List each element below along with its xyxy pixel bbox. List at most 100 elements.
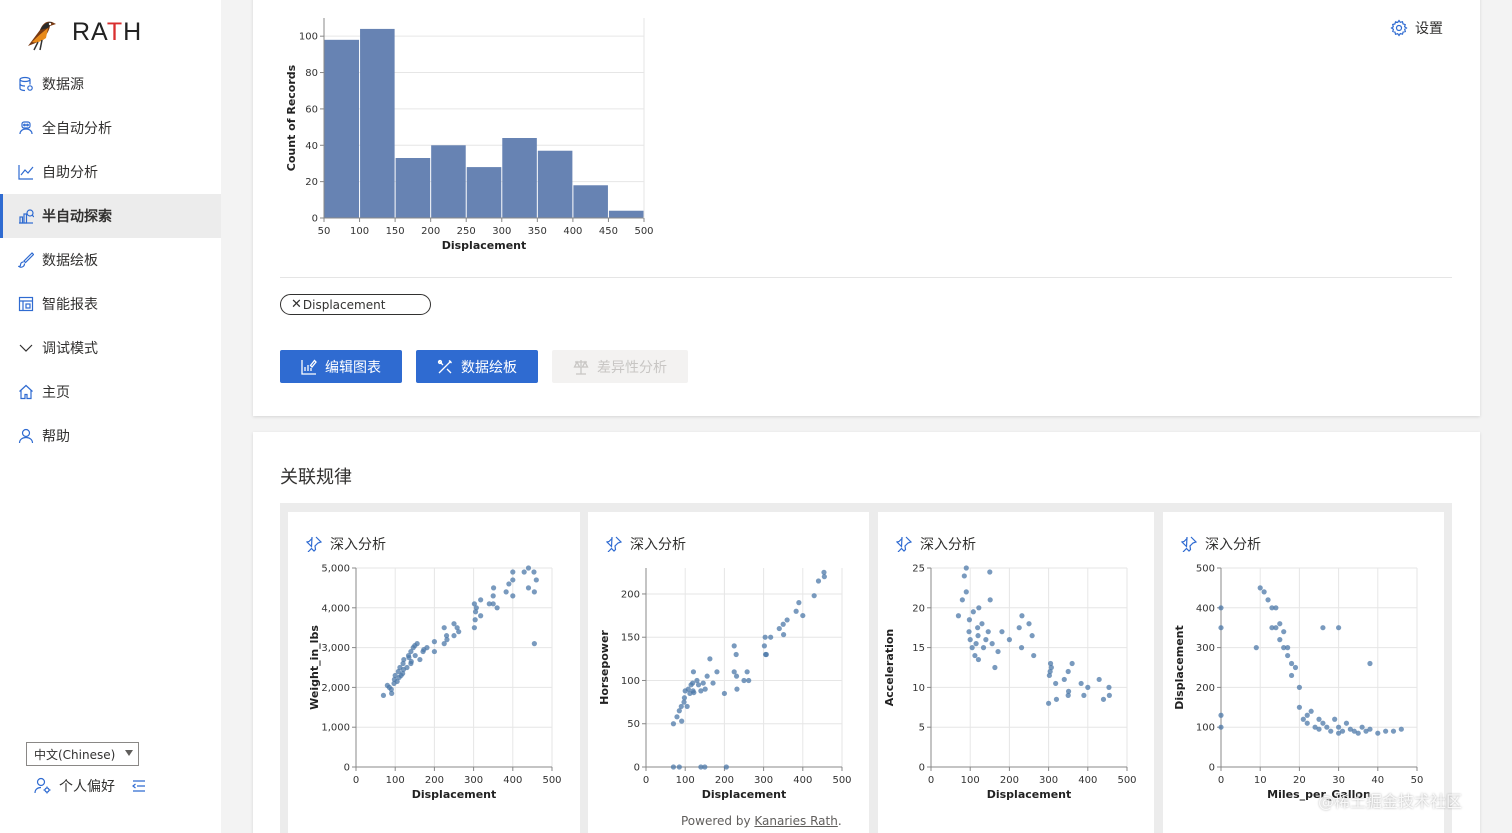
x-tick-label: 100 (961, 775, 980, 786)
scatter-point (685, 686, 691, 692)
scatter-point (478, 613, 484, 619)
x-tick-label: 300 (464, 775, 483, 786)
scatter-point (1398, 726, 1404, 732)
scatter-point (821, 574, 827, 580)
y-axis-title: Displacement (1173, 625, 1186, 710)
sidebar-item-data-painter[interactable]: 数据绘板 (0, 238, 221, 282)
scatter-point (1100, 696, 1107, 702)
y-tick-label: 100 (1196, 723, 1215, 734)
logo[interactable]: RATH (22, 12, 142, 52)
scatter-point (494, 605, 500, 611)
pin-icon (306, 536, 322, 552)
histogram-bar (431, 145, 466, 218)
scatter-point (1347, 726, 1353, 732)
sidebar-item-smart-report[interactable]: 智能报表 (0, 282, 221, 326)
scatter-point (972, 652, 978, 659)
scatter-point (1018, 645, 1025, 651)
deep-analysis-label: 深入分析 (1205, 537, 1261, 553)
scatter-point (1367, 660, 1373, 667)
sidebar-item-datasource[interactable]: 数据源 (0, 62, 221, 106)
scatter-point (1085, 684, 1091, 690)
sidebar-item-debug-mode[interactable]: 调试模式 (0, 326, 221, 370)
deep-analysis-button[interactable]: 深入分析 (1181, 534, 1261, 554)
settings-button[interactable]: 设置 (1390, 18, 1443, 38)
scatter-point (1016, 625, 1022, 631)
x-tick-label: 150 (386, 226, 405, 237)
scatter-point (1324, 724, 1330, 730)
deep-analysis-button[interactable]: 深入分析 (606, 534, 686, 554)
scatter-point (1269, 605, 1275, 611)
robot-icon (18, 120, 34, 136)
scatter-point (780, 632, 787, 638)
collapse-menu-icon[interactable] (131, 778, 147, 794)
scatter-point (966, 617, 973, 623)
rath-bird-logo-icon (28, 21, 56, 51)
scatter-point (694, 677, 700, 684)
x-tick-label: 400 (1078, 775, 1097, 786)
scatter-point (698, 764, 704, 770)
scatter-point (1257, 585, 1263, 591)
user-settings-icon (34, 777, 51, 794)
scatter-point (1277, 621, 1283, 627)
y-tick-label: 5,000 (321, 564, 350, 575)
scatter-point (695, 682, 702, 688)
data-painter-button[interactable]: 数据绘板 (416, 350, 538, 383)
y-tick-label: 500 (1196, 564, 1215, 575)
sidebar-item-label: 智能报表 (42, 297, 98, 313)
scatter-point (1332, 716, 1338, 722)
scatter-point (431, 648, 437, 655)
y-axis-title: Count of Records (285, 64, 298, 171)
kanaries-rath-link[interactable]: Kanaries Rath (754, 814, 838, 828)
scatter-point (395, 668, 401, 675)
scatter-point (793, 608, 799, 614)
y-tick-label: 60 (305, 104, 318, 115)
scatter-point (1053, 696, 1060, 702)
y-tick-label: 20 (305, 177, 318, 188)
scatter-point (533, 577, 539, 583)
histogram-bar (360, 28, 395, 219)
line-chart-icon (18, 164, 34, 180)
sidebar-item-home[interactable]: 主页 (0, 370, 221, 414)
y-tick-label: 2,000 (321, 683, 350, 694)
close-icon[interactable]: ✕ (291, 297, 302, 312)
x-tick-label: 300 (492, 226, 511, 237)
scatter-point (472, 617, 478, 623)
y-tick-label: 80 (305, 68, 318, 79)
y-tick-label: 100 (299, 32, 318, 43)
scatter-point (979, 621, 985, 627)
deep-analysis-button[interactable]: 深入分析 (306, 534, 386, 554)
scatter-point (412, 652, 418, 659)
scatter-point (388, 686, 394, 692)
x-tick-label: 200 (1000, 775, 1019, 786)
displacement-histogram: 0 20 40 60 80 100 50 100 150 200 250 300 350 400 450 50… (285, 18, 654, 252)
deep-analysis-button[interactable]: 深入分析 (896, 534, 976, 554)
scatter-point (1078, 680, 1084, 687)
preferences[interactable]: 个人偏好 (34, 776, 147, 796)
preferences-label: 个人偏好 (59, 779, 115, 795)
scatter-point (503, 589, 509, 595)
diff-analysis-button[interactable]: 差异性分析 (552, 350, 688, 383)
scatter-point (1046, 672, 1052, 679)
scatter-point (1304, 720, 1310, 726)
sidebar-item-semi-auto-explore[interactable]: 半自动探索 (0, 194, 221, 238)
language-select[interactable]: 中文(Chinese) (26, 742, 139, 766)
sidebar-item-label: 半自动探索 (42, 209, 112, 225)
edit-chart-button[interactable]: 编辑图表 (280, 350, 402, 383)
sidebar-item-label: 自助分析 (42, 165, 98, 181)
x-tick-label: 0 (353, 775, 359, 786)
sidebar-item-auto-analysis[interactable]: 全自动分析 (0, 106, 221, 150)
scatter-point (1320, 720, 1326, 726)
scatter-point (1026, 621, 1032, 627)
sidebar-item-help[interactable]: 帮助 (0, 414, 221, 458)
scatter-horsepower-vs-displacement: 0 50 100 150 200 0 100 200 300 400 500 Displacement… (598, 568, 852, 801)
scatter-point (1069, 660, 1075, 667)
scatter-point (1218, 625, 1224, 631)
x-tick-label: 350 (528, 226, 547, 237)
scatter-point (1253, 645, 1259, 651)
scatter-point (1285, 652, 1291, 659)
scatter-point (473, 605, 479, 611)
filter-tag-displacement[interactable]: ✕ Displacement (280, 294, 431, 315)
x-tick-label: 50 (318, 226, 331, 237)
y-tick-label: 0 (1209, 763, 1215, 774)
sidebar-item-self-analysis[interactable]: 自助分析 (0, 150, 221, 194)
